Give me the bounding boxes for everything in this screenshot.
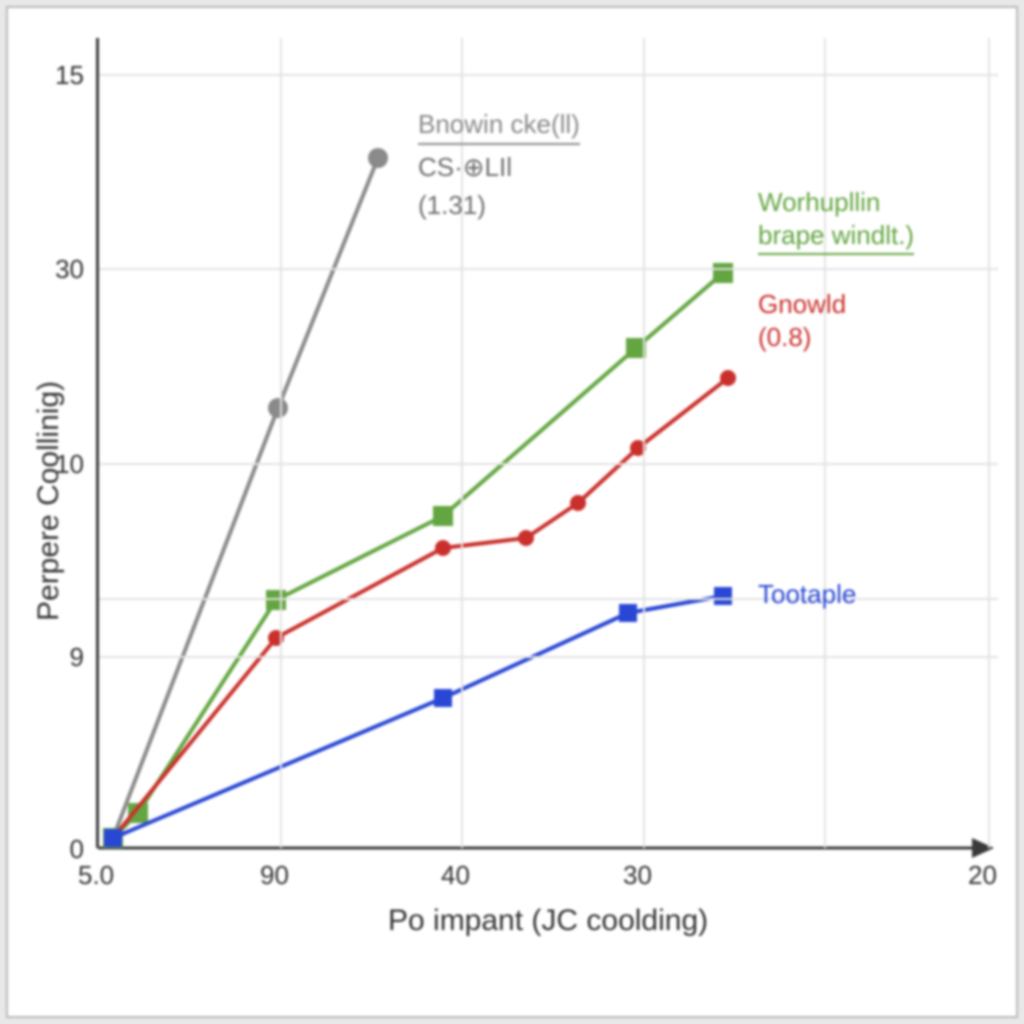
series-marker: [433, 506, 453, 526]
series-line: [113, 158, 378, 838]
chart-annotation: Gnowld(0.8): [758, 288, 846, 353]
series-marker: [720, 370, 736, 386]
gridline-horizontal: [98, 268, 998, 270]
x-tick-label: 30: [623, 860, 652, 891]
series-marker: [570, 495, 586, 511]
y-tick-label: 15: [55, 60, 84, 91]
gridline-vertical: [280, 38, 282, 848]
series-marker: [518, 530, 534, 546]
chart-annotation: Tootaple: [758, 578, 856, 611]
x-tick-label: 5.0: [78, 860, 114, 891]
y-axis-line: [96, 38, 99, 848]
x-tick-label: 20: [968, 860, 997, 891]
series-marker: [434, 689, 452, 707]
series-marker: [268, 398, 288, 418]
x-tick-label: 90: [260, 860, 289, 891]
series-marker: [368, 148, 388, 168]
series-marker: [266, 590, 286, 610]
gridline-horizontal: [98, 74, 998, 76]
y-tick-label: 30: [55, 254, 84, 285]
x-axis-label: Po impant (JC coolding): [388, 904, 708, 938]
chart-frame: Perpere Coollinig) Po impant (JC cooldin…: [6, 6, 1018, 1018]
gridline-horizontal: [98, 656, 998, 658]
y-axis-label: Perpere Coollinig): [32, 381, 66, 621]
gridline-horizontal: [98, 598, 998, 600]
series-marker: [435, 540, 451, 556]
series-marker: [713, 263, 733, 283]
series-marker: [104, 829, 122, 847]
gridline-vertical: [824, 38, 826, 848]
chart-annotation: Bnowin cke(ll)CS·⊕LIl(1.31): [418, 108, 580, 222]
series-line: [113, 596, 723, 838]
chart-annotation: Worhupllinbrape windlt.): [758, 186, 914, 255]
series-marker: [619, 604, 637, 622]
series-marker: [714, 587, 732, 605]
x-tick-label: 40: [441, 860, 470, 891]
gridline-vertical: [988, 38, 990, 848]
gridline-vertical: [643, 38, 645, 848]
y-tick-label: 10: [55, 449, 84, 480]
y-tick-label: 9: [70, 642, 84, 673]
gridline-horizontal: [98, 463, 998, 465]
